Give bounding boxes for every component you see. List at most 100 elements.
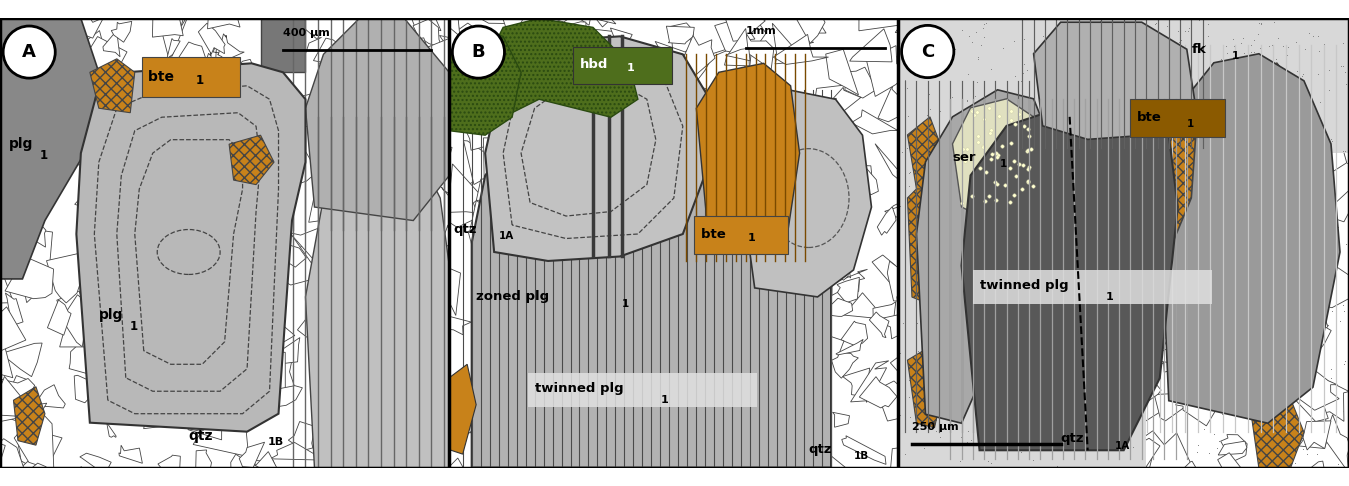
Polygon shape bbox=[231, 454, 259, 477]
Polygon shape bbox=[648, 368, 679, 397]
Polygon shape bbox=[313, 38, 345, 65]
Polygon shape bbox=[449, 408, 486, 432]
Polygon shape bbox=[194, 369, 224, 397]
Polygon shape bbox=[476, 200, 525, 228]
Polygon shape bbox=[1029, 175, 1090, 226]
Polygon shape bbox=[359, 87, 391, 145]
Polygon shape bbox=[716, 355, 761, 393]
Polygon shape bbox=[185, 130, 212, 149]
Polygon shape bbox=[666, 26, 695, 44]
Polygon shape bbox=[1136, 0, 1163, 29]
Polygon shape bbox=[182, 279, 205, 304]
Polygon shape bbox=[706, 143, 772, 174]
Polygon shape bbox=[773, 243, 826, 280]
Polygon shape bbox=[469, 404, 496, 428]
Polygon shape bbox=[353, 221, 370, 240]
Polygon shape bbox=[873, 381, 894, 403]
Polygon shape bbox=[0, 385, 47, 427]
Polygon shape bbox=[449, 27, 521, 135]
Polygon shape bbox=[788, 156, 817, 186]
Text: ser: ser bbox=[952, 151, 977, 164]
Polygon shape bbox=[916, 90, 1052, 423]
Polygon shape bbox=[437, 67, 456, 86]
Polygon shape bbox=[16, 424, 62, 474]
Polygon shape bbox=[1125, 134, 1166, 161]
Polygon shape bbox=[441, 315, 471, 335]
Polygon shape bbox=[703, 84, 735, 122]
Polygon shape bbox=[715, 314, 761, 356]
Polygon shape bbox=[842, 436, 886, 465]
Polygon shape bbox=[1035, 467, 1081, 486]
Polygon shape bbox=[507, 430, 533, 453]
Polygon shape bbox=[424, 417, 457, 444]
Polygon shape bbox=[250, 451, 281, 486]
Polygon shape bbox=[800, 254, 817, 274]
Polygon shape bbox=[368, 183, 406, 225]
Polygon shape bbox=[820, 137, 865, 176]
Polygon shape bbox=[90, 59, 135, 113]
Polygon shape bbox=[568, 53, 591, 79]
Polygon shape bbox=[175, 163, 192, 174]
Circle shape bbox=[3, 26, 55, 78]
Polygon shape bbox=[989, 324, 1033, 405]
Polygon shape bbox=[198, 23, 225, 54]
Polygon shape bbox=[710, 90, 722, 117]
Polygon shape bbox=[851, 110, 898, 134]
Polygon shape bbox=[432, 10, 461, 58]
Polygon shape bbox=[622, 52, 658, 91]
Text: 1: 1 bbox=[39, 149, 47, 162]
Polygon shape bbox=[592, 44, 618, 83]
Polygon shape bbox=[828, 298, 853, 316]
Polygon shape bbox=[175, 65, 209, 87]
Text: C: C bbox=[921, 42, 935, 61]
Polygon shape bbox=[633, 202, 648, 221]
Polygon shape bbox=[22, 279, 35, 303]
Polygon shape bbox=[289, 421, 316, 450]
Polygon shape bbox=[429, 0, 460, 18]
Polygon shape bbox=[302, 0, 313, 22]
Polygon shape bbox=[749, 252, 796, 294]
Polygon shape bbox=[437, 20, 460, 35]
Polygon shape bbox=[239, 442, 264, 468]
Polygon shape bbox=[583, 256, 621, 293]
Polygon shape bbox=[901, 15, 934, 40]
Polygon shape bbox=[564, 255, 596, 303]
Polygon shape bbox=[799, 444, 847, 477]
Polygon shape bbox=[436, 0, 456, 19]
Polygon shape bbox=[486, 36, 710, 261]
Polygon shape bbox=[876, 144, 907, 179]
Polygon shape bbox=[16, 122, 67, 149]
Polygon shape bbox=[865, 46, 913, 96]
Polygon shape bbox=[777, 228, 796, 241]
Text: 1: 1 bbox=[196, 73, 204, 87]
Polygon shape bbox=[371, 399, 393, 428]
Polygon shape bbox=[568, 22, 585, 37]
Polygon shape bbox=[715, 14, 766, 71]
Polygon shape bbox=[884, 140, 928, 163]
Polygon shape bbox=[888, 199, 919, 218]
Polygon shape bbox=[784, 41, 813, 50]
Polygon shape bbox=[518, 477, 563, 486]
Polygon shape bbox=[770, 479, 786, 486]
Polygon shape bbox=[1251, 387, 1304, 469]
Polygon shape bbox=[1233, 308, 1265, 350]
Polygon shape bbox=[696, 87, 712, 107]
Polygon shape bbox=[487, 139, 518, 180]
Polygon shape bbox=[940, 456, 1008, 486]
Polygon shape bbox=[645, 420, 703, 453]
Polygon shape bbox=[1303, 421, 1331, 450]
Polygon shape bbox=[353, 233, 374, 250]
Polygon shape bbox=[297, 316, 318, 338]
Polygon shape bbox=[247, 334, 282, 361]
Polygon shape bbox=[459, 375, 513, 413]
Polygon shape bbox=[3, 199, 46, 256]
Polygon shape bbox=[533, 451, 576, 486]
Polygon shape bbox=[1048, 438, 1095, 486]
Polygon shape bbox=[695, 253, 716, 292]
Polygon shape bbox=[259, 239, 306, 267]
Polygon shape bbox=[433, 458, 465, 479]
Polygon shape bbox=[885, 202, 924, 220]
Polygon shape bbox=[432, 276, 451, 300]
Polygon shape bbox=[826, 50, 858, 95]
Polygon shape bbox=[275, 338, 299, 364]
